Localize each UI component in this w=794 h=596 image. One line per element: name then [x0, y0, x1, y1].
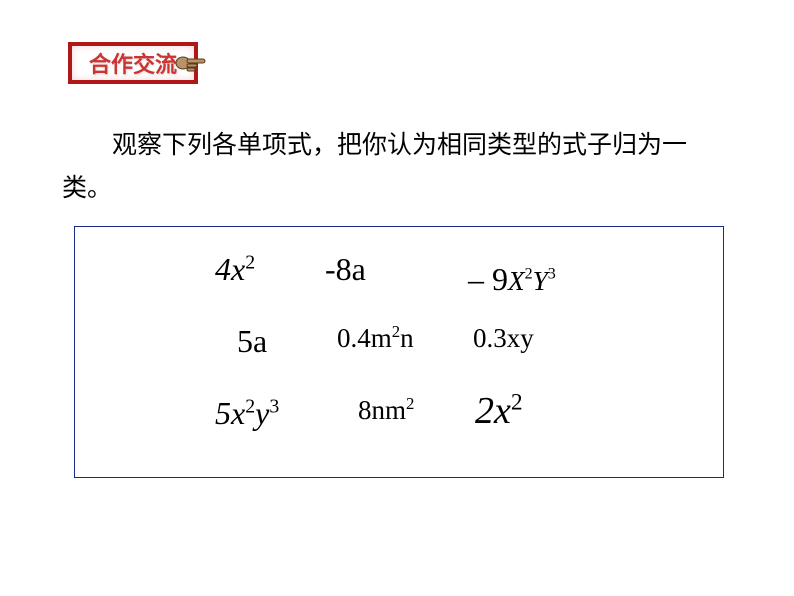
- expr-8nm2: 8nm2: [358, 395, 414, 426]
- expr-2x2: 2x2: [475, 389, 523, 433]
- expr-04m2n: 0.4m2n: [337, 323, 414, 354]
- expr-neg9x2y3: – 9X2Y3: [468, 261, 556, 298]
- expr-03xy: 0.3xy: [473, 323, 534, 354]
- instruction-text: 观察下列各单项式，把你认为相同类型的式子归为一类。: [62, 125, 722, 210]
- expression-box: 4x2 -8a – 9X2Y3 5a 0.4m2n 0.3xy 5x2y3 8n…: [74, 226, 724, 478]
- expr-neg8a: -8a: [325, 251, 366, 288]
- pointer-hand-icon: [173, 48, 213, 78]
- instruction-content: 观察下列各单项式，把你认为相同类型的式子归为一类。: [62, 132, 687, 202]
- expr-5a: 5a: [237, 323, 267, 360]
- header-label: 合作交流: [89, 47, 177, 79]
- expr-5x2y3: 5x2y3: [215, 395, 279, 432]
- expr-4x2: 4x2: [215, 251, 255, 288]
